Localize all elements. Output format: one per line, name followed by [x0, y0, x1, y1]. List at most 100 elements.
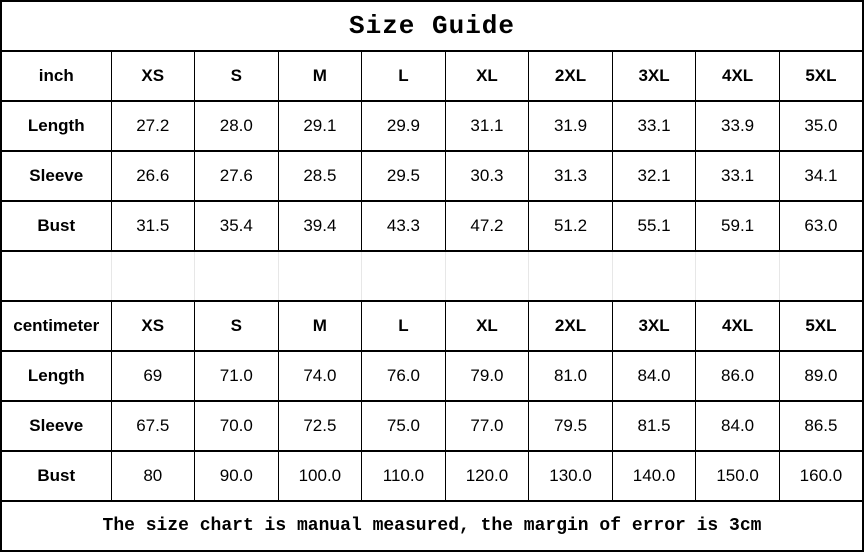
cell: 130.0 [528, 450, 613, 502]
table-row-cm-length: Length 69 71.0 74.0 76.0 79.0 81.0 84.0 … [0, 350, 864, 402]
spacer-cell [0, 250, 112, 302]
size-header: M [277, 50, 363, 102]
cell: 31.1 [444, 100, 530, 152]
size-header: XL [444, 50, 530, 102]
cell: 32.1 [611, 150, 697, 202]
cell: 67.5 [110, 400, 196, 452]
size-header: XL [444, 300, 530, 352]
cell: 63.0 [778, 200, 864, 252]
cell: 59.1 [695, 200, 780, 252]
cell: 89.0 [778, 350, 864, 402]
size-header: 4XL [695, 50, 780, 102]
cell: 77.0 [444, 400, 530, 452]
cell: 39.4 [277, 200, 363, 252]
cell: 55.1 [611, 200, 697, 252]
table-row-cm-sleeve: Sleeve 67.5 70.0 72.5 75.0 77.0 79.5 81.… [0, 400, 864, 452]
row-label: Bust [0, 450, 112, 502]
size-header: 3XL [611, 50, 697, 102]
cell: 28.0 [194, 100, 279, 152]
row-label: Sleeve [0, 400, 112, 452]
cell: 27.2 [110, 100, 196, 152]
cell: 35.4 [194, 200, 279, 252]
cell: 69 [110, 350, 196, 402]
size-header: XS [110, 50, 196, 102]
spacer-cell [277, 250, 363, 302]
cell: 72.5 [277, 400, 363, 452]
spacer-row [0, 250, 864, 302]
cell: 120.0 [444, 450, 530, 502]
cell: 160.0 [778, 450, 864, 502]
cell: 100.0 [277, 450, 363, 502]
size-header: 5XL [778, 300, 864, 352]
table-row-cm-bust: Bust 80 90.0 100.0 110.0 120.0 130.0 140… [0, 450, 864, 502]
cell: 43.3 [361, 200, 446, 252]
cell: 26.6 [110, 150, 196, 202]
spacer-cell [194, 250, 279, 302]
cell: 29.1 [277, 100, 363, 152]
table-row-inch-bust: Bust 31.5 35.4 39.4 43.3 47.2 51.2 55.1 … [0, 200, 864, 252]
spacer-cell [110, 250, 196, 302]
table-row-inch-sleeve: Sleeve 26.6 27.6 28.5 29.5 30.3 31.3 32.… [0, 150, 864, 202]
row-label: Sleeve [0, 150, 112, 202]
cell: 70.0 [194, 400, 279, 452]
cell: 27.6 [194, 150, 279, 202]
spacer-cell [528, 250, 613, 302]
cell: 74.0 [277, 350, 363, 402]
cell: 81.0 [528, 350, 613, 402]
cell: 81.5 [611, 400, 697, 452]
spacer-cell [695, 250, 780, 302]
cell: 84.0 [611, 350, 697, 402]
cell: 79.5 [528, 400, 613, 452]
cell: 90.0 [194, 450, 279, 502]
row-label: Length [0, 100, 112, 152]
cell: 33.9 [695, 100, 780, 152]
cell: 30.3 [444, 150, 530, 202]
spacer-cell [361, 250, 446, 302]
table-row-inch-length: Length 27.2 28.0 29.1 29.9 31.1 31.9 33.… [0, 100, 864, 152]
size-header: 5XL [778, 50, 864, 102]
unit-label-centimeter: centimeter [0, 300, 112, 352]
cell: 33.1 [695, 150, 780, 202]
footnote: The size chart is manual measured, the m… [0, 500, 864, 552]
cell: 33.1 [611, 100, 697, 152]
size-header: M [277, 300, 363, 352]
size-header: L [361, 50, 446, 102]
cell: 28.5 [277, 150, 363, 202]
cell: 86.5 [778, 400, 864, 452]
cell: 31.9 [528, 100, 613, 152]
unit-label-inch: inch [0, 50, 112, 102]
size-header: 2XL [528, 50, 613, 102]
cell: 86.0 [695, 350, 780, 402]
spacer-cell [444, 250, 530, 302]
size-header: S [194, 50, 279, 102]
spacer-cell [611, 250, 697, 302]
row-label: Bust [0, 200, 112, 252]
size-header: L [361, 300, 446, 352]
cell: 80 [110, 450, 196, 502]
cell: 150.0 [695, 450, 780, 502]
title-row: Size Guide [0, 0, 864, 52]
header-row-inch: inch XS S M L XL 2XL 3XL 4XL 5XL [0, 50, 864, 102]
size-header: XS [110, 300, 196, 352]
size-header: 2XL [528, 300, 613, 352]
size-header: 3XL [611, 300, 697, 352]
size-header: S [194, 300, 279, 352]
header-row-centimeter: centimeter XS S M L XL 2XL 3XL 4XL 5XL [0, 300, 864, 352]
size-header: 4XL [695, 300, 780, 352]
cell: 31.5 [110, 200, 196, 252]
cell: 110.0 [361, 450, 446, 502]
cell: 29.9 [361, 100, 446, 152]
cell: 47.2 [444, 200, 530, 252]
spacer-cell [778, 250, 864, 302]
footer-row: The size chart is manual measured, the m… [0, 500, 864, 552]
cell: 76.0 [361, 350, 446, 402]
cell: 34.1 [778, 150, 864, 202]
cell: 140.0 [611, 450, 697, 502]
page-title: Size Guide [0, 0, 864, 52]
cell: 31.3 [528, 150, 613, 202]
cell: 79.0 [444, 350, 530, 402]
cell: 84.0 [695, 400, 780, 452]
cell: 29.5 [361, 150, 446, 202]
cell: 51.2 [528, 200, 613, 252]
